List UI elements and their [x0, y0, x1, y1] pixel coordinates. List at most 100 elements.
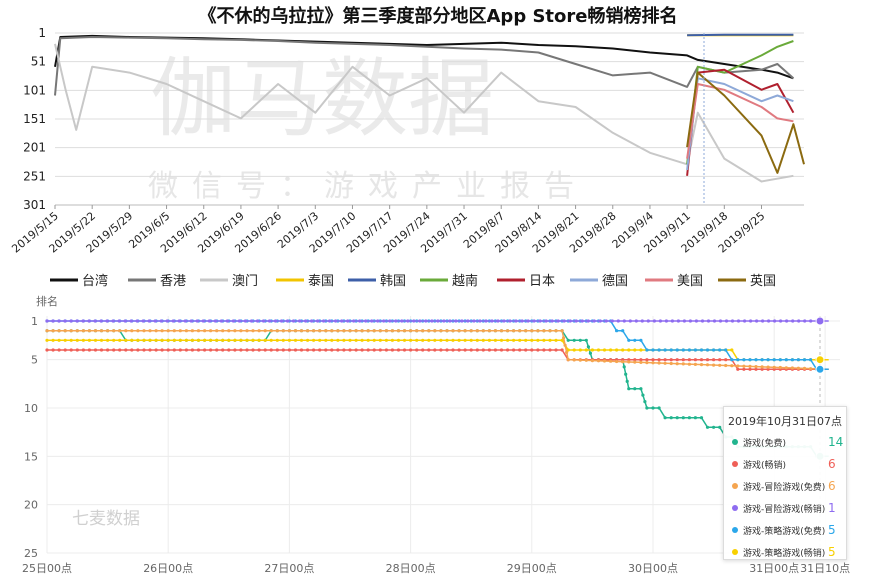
- data-point: [518, 348, 522, 352]
- tooltip-series-label: 游戏-冒险游戏(畅销): [743, 504, 826, 515]
- hover-tooltip: 2019年10月31日07点 游戏(免费) 14 游戏(畅销) 6 游戏-冒险游戏(免费…: [723, 406, 847, 560]
- tooltip-color-dot: [732, 527, 738, 533]
- data-point: [506, 329, 510, 333]
- hover-point: [815, 316, 825, 326]
- tooltip-row: 游戏(免费) 14: [724, 431, 846, 453]
- data-point: [743, 319, 747, 323]
- data-point: [681, 362, 685, 366]
- data-point: [790, 366, 795, 370]
- data-point: [69, 338, 73, 342]
- data-point: [196, 338, 201, 342]
- data-point: [348, 338, 352, 342]
- data-point: [366, 348, 370, 352]
- tooltip-series-value: 5: [828, 523, 836, 537]
- data-point: [433, 338, 437, 342]
- data-point: [93, 338, 98, 342]
- data-point: [524, 329, 528, 333]
- data-point: [803, 319, 807, 323]
- data-point: [596, 359, 601, 363]
- data-point: [378, 329, 382, 333]
- data-point: [142, 338, 146, 342]
- data-point: [572, 358, 576, 362]
- data-point: [196, 348, 201, 352]
- data-point: [263, 329, 267, 333]
- data-point: [634, 319, 638, 323]
- data-point: [281, 338, 285, 342]
- data-point: [572, 338, 576, 342]
- data-point: [99, 348, 104, 352]
- data-point: [670, 319, 675, 323]
- data-point: [106, 338, 110, 342]
- data-point: [209, 329, 213, 333]
- data-point: [330, 329, 334, 333]
- tooltip-series-value: 6: [828, 479, 836, 493]
- data-point: [718, 425, 722, 429]
- data-point: [562, 319, 566, 323]
- data-point: [358, 319, 362, 323]
- data-point: [312, 348, 316, 352]
- data-point: [633, 358, 637, 362]
- data-point: [457, 329, 461, 333]
- data-point: [118, 329, 122, 333]
- data-point: [664, 319, 669, 323]
- legend-label: 日本: [529, 274, 555, 289]
- data-point: [511, 329, 516, 333]
- data-point: [172, 329, 176, 333]
- series-line: [686, 40, 794, 165]
- data-point: [475, 348, 479, 352]
- data-point: [312, 338, 316, 342]
- legend-label: 澳门: [232, 273, 258, 289]
- data-point: [384, 348, 388, 352]
- data-point: [562, 336, 566, 340]
- data-point: [657, 348, 661, 352]
- data-point: [99, 338, 104, 342]
- data-point: [736, 358, 740, 362]
- data-point: [442, 319, 446, 323]
- data-point: [627, 358, 631, 362]
- data-point: [493, 348, 497, 352]
- data-point: [730, 319, 735, 323]
- data-point: [203, 329, 207, 333]
- data-point: [724, 363, 728, 368]
- data-point: [421, 338, 425, 342]
- data-point: [196, 329, 201, 333]
- series-line: [687, 33, 794, 37]
- data-point: [624, 372, 628, 376]
- data-point: [354, 329, 358, 333]
- data-point: [802, 366, 807, 370]
- data-point: [481, 348, 485, 352]
- data-point: [219, 319, 223, 323]
- data-point: [622, 365, 626, 369]
- data-point: [457, 348, 461, 352]
- data-point: [445, 329, 449, 333]
- data-point: [641, 393, 645, 397]
- tooltip-series-value: 5: [828, 545, 836, 559]
- data-point: [160, 348, 164, 352]
- data-point: [712, 319, 717, 323]
- tooltip-series-label: 游戏(免费): [743, 438, 787, 449]
- x-tick-label: 31日10点: [800, 562, 850, 575]
- data-point: [586, 345, 591, 349]
- data-point: [566, 348, 570, 352]
- data-point: [652, 319, 657, 323]
- data-point: [136, 338, 140, 342]
- data-point: [334, 319, 338, 323]
- data-point: [578, 358, 582, 362]
- data-point: [45, 329, 49, 333]
- data-point: [466, 319, 470, 323]
- data-point: [57, 348, 61, 352]
- data-point: [178, 329, 182, 333]
- data-point: [439, 348, 443, 352]
- top-chart-x-ticks: 2019/5/152019/5/222019/5/292019/6/52019/…: [9, 205, 767, 256]
- data-point: [699, 358, 704, 362]
- data-point: [778, 358, 782, 362]
- data-point: [415, 329, 419, 333]
- y-tick-label: 20: [24, 499, 38, 512]
- data-point: [669, 416, 673, 420]
- data-point: [705, 358, 710, 362]
- y-tick-label: 5: [31, 354, 38, 367]
- data-point: [639, 360, 643, 364]
- data-point: [639, 338, 643, 342]
- data-point: [360, 348, 364, 352]
